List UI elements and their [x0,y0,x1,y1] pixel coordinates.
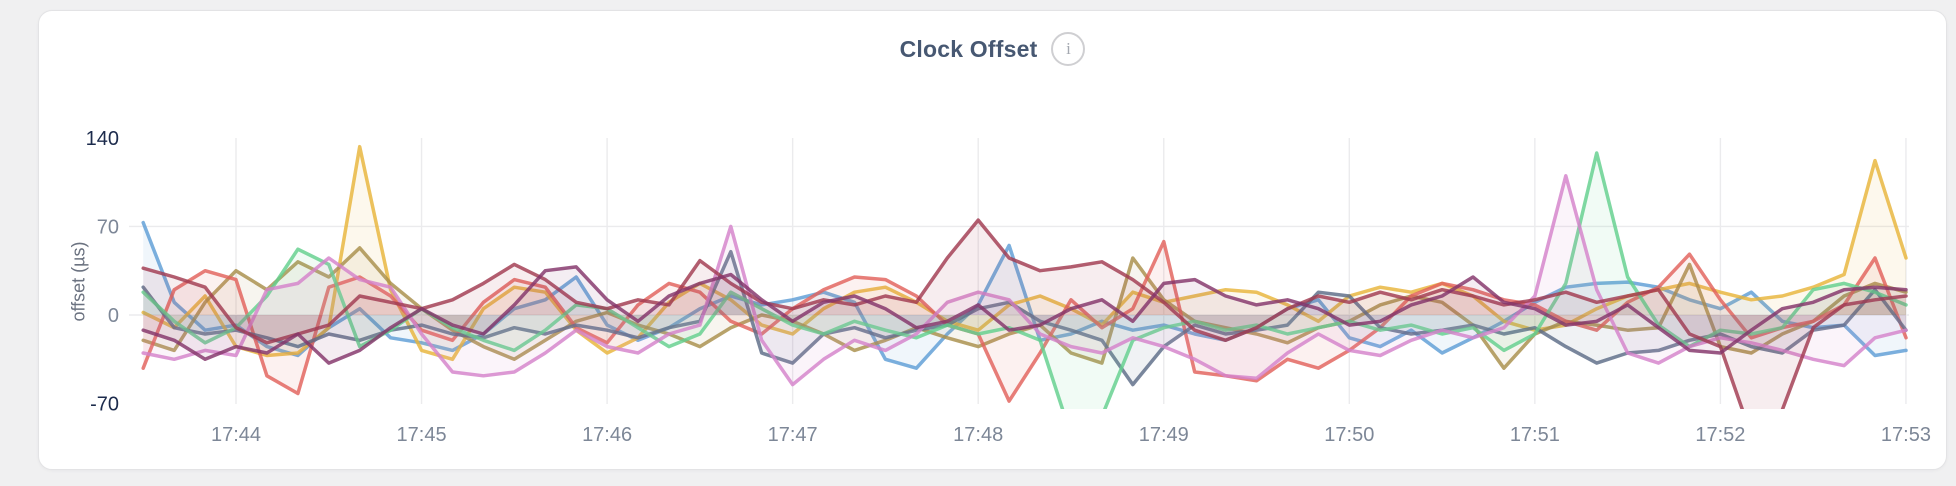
x-tick-label: 17:44 [211,424,261,446]
series-line-plum [141,265,1908,365]
series-group [141,144,1908,409]
x-tick-label: 17:46 [582,424,632,446]
series-area-gold [143,146,1907,360]
x-tick-label: 17:45 [397,424,447,446]
chart-title: Clock Offset [899,35,1038,62]
y-axis-ticks: 140 70 0 -70 [86,128,119,416]
series-line-orchid [141,174,1908,387]
series-line-slate [141,249,1908,387]
y-tick-label: 140 [86,128,119,150]
y-tick-label: 0 [108,305,119,327]
series-area-maroon [143,220,1906,409]
chart-header: Clock Offset i [39,29,1946,69]
x-tick-label: 17:53 [1881,424,1931,446]
info-icon[interactable]: i [1051,32,1086,66]
x-tick-label: 17:49 [1139,424,1189,446]
x-tick-label: 17:51 [1510,424,1560,446]
x-tick-label: 17:50 [1324,424,1374,446]
x-tick-label: 17:48 [953,424,1003,446]
series-area-salmon [143,241,1907,402]
chart-card: Clock Offset i offset (µs) 140 70 0 -70 17:4… [38,10,1947,470]
x-axis-ticks: 17:44 17:45 17:46 17:47 17:48 17:49 17:50 17:51… [211,424,1931,446]
series-line-blue [141,220,1908,370]
series-line-maroon [141,218,1908,409]
series-line-salmon [141,239,1908,403]
series-area-plum [143,266,1907,364]
y-tick-label: 70 [97,216,119,238]
y-tick-label: -70 [90,394,119,416]
x-tick-label: 17:47 [768,424,818,446]
x-tick-label: 17:52 [1695,424,1745,446]
